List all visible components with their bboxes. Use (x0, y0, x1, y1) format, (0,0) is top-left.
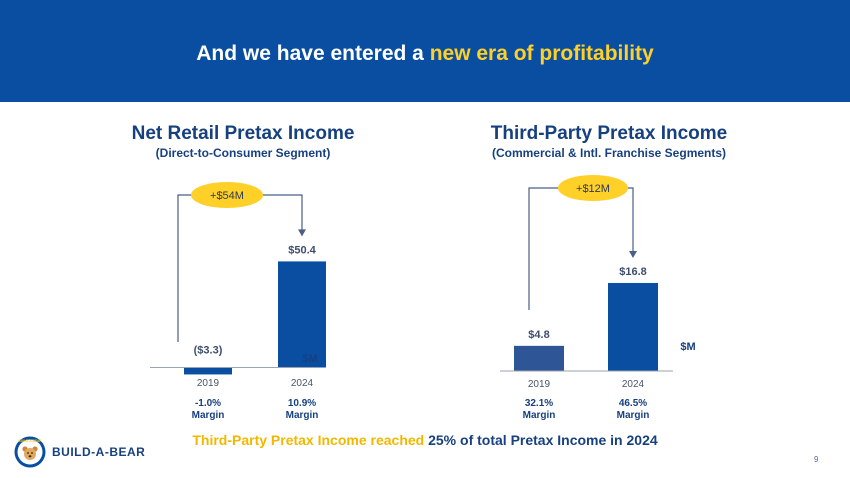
page-number: 9 (814, 455, 819, 464)
chart1-bar-2019 (184, 367, 232, 375)
brand-name: BUILD-A-BEAR (52, 445, 146, 459)
chart1-change-label: +$54M (210, 190, 244, 202)
chart1-bar-2024 (278, 261, 326, 368)
chart2-change-pill (558, 175, 628, 201)
footer-statement: Third-Party Pretax Income reached 25% of… (0, 432, 850, 448)
chart1-unit-label: $M (302, 353, 317, 365)
chart1-margin-label-2024: Margin (286, 410, 319, 421)
chart2-margin-value-2019: 32.1% (525, 398, 553, 409)
logo-wordmark: BUILD·A·BEAR (18, 439, 42, 443)
chart2-change-label: +$12M (576, 183, 610, 195)
charts-area: Net Retail Pretax Income (Direct-to-Consu… (132, 123, 728, 421)
page-title: And we have entered a new era of profita… (0, 42, 850, 66)
chart2-bar-2024 (608, 282, 658, 371)
chart1-axis-label-2019: 2019 (197, 378, 220, 389)
chart1-subtitle: (Direct-to-Consumer Segment) (156, 146, 331, 160)
chart1-title: Net Retail Pretax Income (132, 123, 355, 144)
chart1-value-label-2019: ($3.3) (194, 345, 223, 357)
chart1-margin-label-2019: Margin (192, 410, 225, 421)
chart2-axis-label-2024: 2024 (622, 379, 645, 390)
header-banner: And we have entered a new era of profita… (0, 0, 850, 102)
chart1-margin-value-2019: -1.0% (195, 398, 221, 409)
page-title-start: And we have entered a (196, 42, 430, 65)
chart2-bar-2019 (514, 345, 564, 371)
chart1-change-pill (191, 182, 263, 208)
brand-logo: BUILD·A·BEAR (14, 436, 46, 468)
chart1-margin-value-2024: 10.9% (288, 398, 316, 409)
page-title-highlight: new era of profitability (429, 42, 654, 65)
chart2-margin-label-2024: Margin (617, 410, 650, 421)
chart2-title: Third-Party Pretax Income (491, 123, 728, 144)
chart2-subtitle: (Commercial & Intl. Franchise Segments) (492, 146, 726, 160)
chart1-value-label-2024: $50.4 (288, 244, 316, 256)
chart1-axis-label-2024: 2024 (291, 378, 314, 389)
chart2-axis-label-2019: 2019 (528, 379, 551, 390)
chart1-change-arrowhead (298, 229, 306, 237)
footer-rest: 25% of total Pretax Income in 2024 (424, 432, 658, 448)
chart2-unit-label: $M (680, 341, 695, 353)
chart2-value-label-2019: $4.8 (528, 329, 549, 341)
chart2-margin-value-2024: 46.5% (619, 398, 647, 409)
chart2-value-label-2024: $16.8 (619, 266, 647, 278)
chart2-margin-label-2019: Margin (523, 410, 556, 421)
footer-highlight: Third-Party Pretax Income reached (192, 432, 425, 448)
chart2-change-arrowhead (629, 250, 637, 258)
